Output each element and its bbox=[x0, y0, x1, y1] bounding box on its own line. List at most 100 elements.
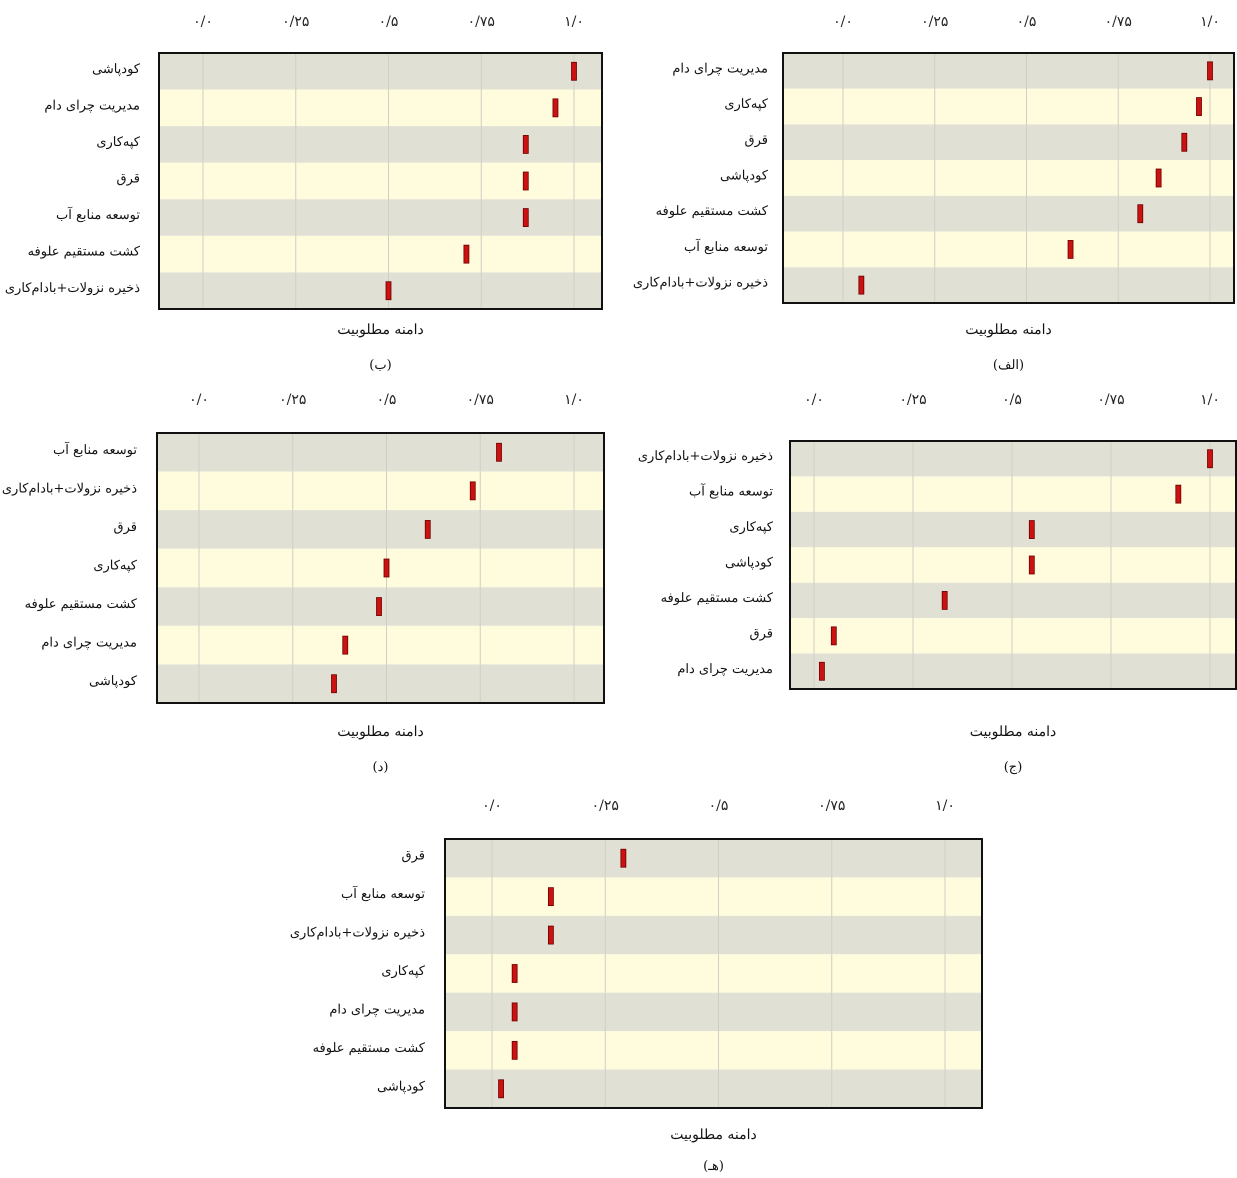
category-label: کودپاشی bbox=[89, 674, 138, 689]
value-marker bbox=[331, 674, 337, 694]
category-label: ذخیره نزولات+بادام‌کاری bbox=[2, 481, 137, 496]
category-label: کشت مستقیم علوفه bbox=[25, 597, 138, 612]
row-band bbox=[159, 162, 602, 200]
category-label: کشت مستقیم علوفه bbox=[313, 1041, 426, 1056]
value-marker bbox=[376, 597, 382, 616]
value-marker bbox=[571, 61, 577, 81]
row-band bbox=[790, 511, 1236, 548]
x-tick-label: ۰/۵ bbox=[709, 798, 729, 814]
x-tick-label: ۰/۷۵ bbox=[467, 392, 494, 408]
row-band bbox=[445, 877, 982, 916]
category-label: کپه‌کاری bbox=[381, 964, 425, 979]
x-tick-label: ۱/۰ bbox=[1200, 14, 1220, 30]
x-tick-label: ۰/۲۵ bbox=[279, 392, 306, 408]
value-marker bbox=[511, 1002, 518, 1022]
category-label: قرق bbox=[745, 133, 768, 148]
value-marker bbox=[1207, 449, 1213, 469]
category-label: مدیریت چرای دام bbox=[41, 636, 137, 651]
row-band bbox=[159, 199, 602, 236]
category-label: کپه‌کاری bbox=[93, 559, 137, 574]
row-band bbox=[790, 441, 1236, 477]
x-tick-label: ۰/۷۵ bbox=[468, 14, 495, 30]
x-tick-label: ۰/۰ bbox=[833, 14, 853, 30]
value-marker bbox=[552, 98, 559, 118]
category-label: کپه‌کاری bbox=[729, 520, 773, 535]
category-label: کپه‌کاری bbox=[96, 135, 140, 150]
value-marker bbox=[1028, 555, 1035, 575]
value-marker bbox=[383, 558, 390, 578]
value-marker bbox=[424, 520, 431, 539]
x-tick-label: ۰/۷۵ bbox=[1105, 14, 1132, 30]
row-band bbox=[159, 126, 602, 163]
panel-caption: (الف) bbox=[993, 358, 1024, 373]
x-axis-title: دامنه مطلوبیت bbox=[965, 322, 1052, 338]
row-band bbox=[157, 471, 604, 511]
value-marker bbox=[511, 964, 518, 983]
row-band bbox=[157, 433, 604, 472]
row-band bbox=[790, 653, 1236, 689]
value-marker bbox=[1067, 240, 1074, 259]
category-label: قرق bbox=[402, 849, 425, 864]
value-marker bbox=[496, 442, 502, 462]
value-marker bbox=[620, 848, 627, 868]
x-tick-label: ۱/۰ bbox=[564, 14, 584, 30]
panel-caption: (ب) bbox=[369, 358, 391, 373]
x-tick-label: ۱/۰ bbox=[1200, 392, 1220, 408]
value-marker bbox=[342, 635, 349, 655]
x-tick-label: ۰/۷۵ bbox=[1097, 392, 1124, 408]
value-marker bbox=[385, 281, 392, 301]
value-marker bbox=[941, 591, 948, 610]
x-tick-label: ۰/۲۵ bbox=[921, 14, 948, 30]
row-band bbox=[783, 88, 1234, 125]
x-tick-label: ۰/۵ bbox=[377, 392, 397, 408]
category-label: توسعه منابع آب bbox=[56, 206, 140, 223]
x-tick-label: ۱/۰ bbox=[564, 392, 584, 408]
value-marker bbox=[858, 275, 865, 295]
category-label: مدیریت چرای دام bbox=[672, 61, 768, 76]
row-band bbox=[783, 160, 1234, 196]
row-band bbox=[159, 89, 602, 127]
x-axis-title: دامنه مطلوبیت bbox=[970, 724, 1057, 740]
row-band bbox=[790, 476, 1236, 512]
x-axis-title: دامنه مطلوبیت bbox=[670, 1127, 757, 1143]
row-band bbox=[783, 53, 1234, 89]
x-tick-label: ۰/۵ bbox=[379, 14, 399, 30]
value-marker bbox=[1155, 168, 1162, 188]
category-label: کودپاشی bbox=[92, 62, 141, 77]
category-label: ذخیره نزولات+بادام‌کاری bbox=[5, 281, 140, 296]
category-label: قرق bbox=[114, 520, 137, 535]
category-label: کشت مستقیم علوفه bbox=[656, 204, 769, 219]
x-tick-label: ۰/۰ bbox=[189, 392, 209, 408]
value-marker bbox=[469, 481, 476, 501]
row-band bbox=[445, 992, 982, 1032]
row-band bbox=[159, 53, 602, 90]
chart-panel: ۰/۰ ۰/۲۵ ۰/۵ ۰/۷۵ ۱/۰ توسعه منابع آب ذخیره نزو… bbox=[2, 392, 605, 775]
plot-frame bbox=[444, 838, 983, 1109]
category-label: توسعه منابع آب bbox=[53, 441, 137, 458]
plot-frame bbox=[156, 432, 605, 704]
x-tick-label: ۰/۲۵ bbox=[899, 392, 926, 408]
x-tick-label: ۱/۰ bbox=[935, 798, 955, 814]
value-marker bbox=[1207, 61, 1213, 81]
x-axis-title: دامنه مطلوبیت bbox=[337, 724, 424, 740]
row-band bbox=[157, 664, 604, 703]
category-label: کودپاشی bbox=[377, 1079, 426, 1094]
row-band bbox=[790, 547, 1236, 583]
value-marker bbox=[522, 171, 529, 191]
row-band bbox=[157, 510, 604, 549]
row-band bbox=[445, 915, 982, 955]
category-label: کودپاشی bbox=[725, 556, 774, 571]
row-band bbox=[157, 548, 604, 588]
row-band bbox=[445, 954, 982, 993]
value-marker bbox=[498, 1079, 504, 1099]
x-tick-label: ۰/۲۵ bbox=[282, 14, 309, 30]
panel-caption: (د) bbox=[373, 760, 389, 775]
x-tick-label: ۰/۵ bbox=[1017, 14, 1037, 30]
row-band bbox=[783, 231, 1234, 268]
row-band bbox=[445, 1069, 982, 1108]
plot-frame bbox=[789, 440, 1237, 690]
row-band bbox=[445, 1031, 982, 1070]
value-marker bbox=[522, 135, 529, 154]
value-marker bbox=[1181, 132, 1188, 152]
value-marker bbox=[522, 208, 529, 227]
